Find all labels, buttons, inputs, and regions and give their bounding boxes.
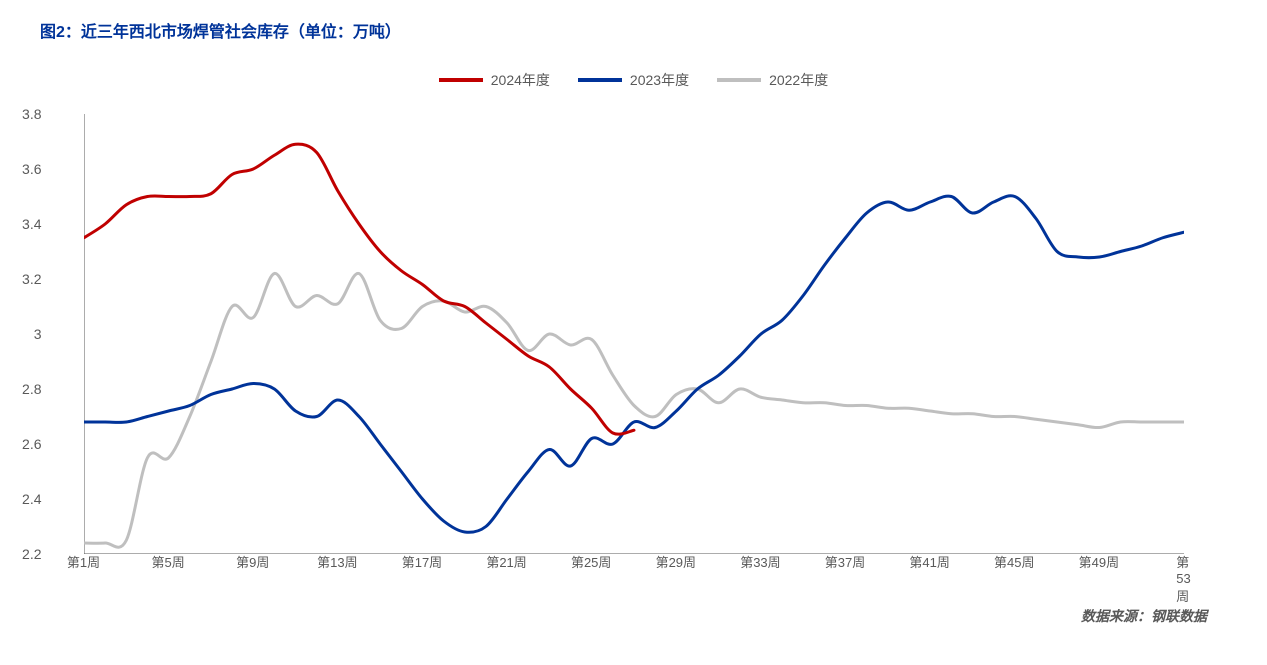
x-tick-label: 第53周 <box>1176 552 1190 605</box>
y-tick-label: 3 <box>34 326 42 342</box>
x-tick-label: 第25周 <box>571 552 611 571</box>
y-tick-label: 3.8 <box>22 106 41 122</box>
x-tick-label: 第17周 <box>402 552 442 571</box>
x-tick-label: 第45周 <box>994 552 1034 571</box>
legend-label-2024: 2024年度 <box>491 70 550 90</box>
x-tick-label: 第37周 <box>825 552 865 571</box>
legend-item-2024: 2024年度 <box>439 70 550 90</box>
source-note: 数据来源：钢联数据 <box>0 606 1267 644</box>
x-tick-label: 第1周 <box>67 552 100 571</box>
series-y2023 <box>84 196 1184 533</box>
y-tick-label: 2.4 <box>22 491 41 507</box>
x-axis-labels: 第1周第5周第9周第13周第17周第21周第25周第29周第33周第37周第41… <box>84 552 1184 572</box>
x-tick-label: 第13周 <box>317 552 357 571</box>
y-tick-label: 3.4 <box>22 216 41 232</box>
y-tick-label: 2.2 <box>22 546 41 562</box>
legend-label-2023: 2023年度 <box>630 70 689 90</box>
series-y2022 <box>84 273 1184 547</box>
x-tick-label: 第49周 <box>1079 552 1119 571</box>
legend-item-2022: 2022年度 <box>717 70 828 90</box>
legend-swatch-2022 <box>717 78 761 82</box>
x-tick-label: 第41周 <box>909 552 949 571</box>
plot-svg <box>84 114 1184 554</box>
x-tick-label: 第9周 <box>236 552 269 571</box>
y-tick-label: 3.2 <box>22 271 41 287</box>
x-tick-label: 第29周 <box>656 552 696 571</box>
y-tick-label: 3.6 <box>22 161 41 177</box>
chart-title: 图2：近三年西北市场焊管社会库存（单位：万吨） <box>0 0 1267 42</box>
y-tick-label: 2.6 <box>22 436 41 452</box>
legend-label-2022: 2022年度 <box>769 70 828 90</box>
chart-plot-area: 2.22.42.62.833.23.43.63.8 第1周第5周第9周第13周第… <box>84 114 1184 554</box>
x-tick-label: 第5周 <box>151 552 184 571</box>
legend: 2024年度 2023年度 2022年度 <box>0 70 1267 90</box>
legend-swatch-2024 <box>439 78 483 82</box>
y-tick-label: 2.8 <box>22 381 41 397</box>
x-tick-label: 第21周 <box>486 552 526 571</box>
legend-swatch-2023 <box>578 78 622 82</box>
x-tick-label: 第33周 <box>740 552 780 571</box>
series-y2024 <box>84 144 634 434</box>
legend-item-2023: 2023年度 <box>578 70 689 90</box>
